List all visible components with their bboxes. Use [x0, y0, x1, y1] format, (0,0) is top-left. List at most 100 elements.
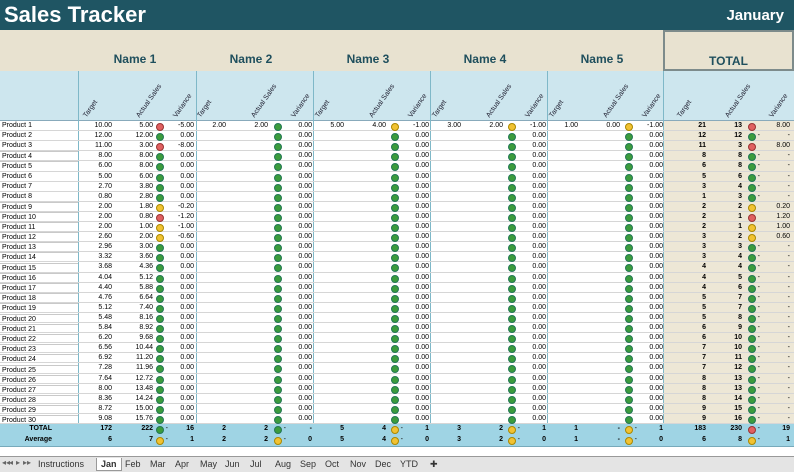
variance-cell: 0.00 — [180, 414, 194, 422]
product-label: Product 11 — [0, 222, 78, 234]
tab-jul[interactable]: Jul — [250, 459, 262, 469]
tab-jun[interactable]: Jun — [225, 459, 240, 469]
status-green-icon — [748, 395, 756, 404]
variance-cell: 0.00 — [532, 374, 546, 382]
variance-cell: 0.00 — [532, 334, 546, 342]
product-label: Product 15 — [0, 263, 78, 274]
target-cell: 6 — [702, 324, 706, 331]
variance-dash: - — [757, 293, 760, 301]
product-label: Product 22 — [0, 334, 78, 346]
status-green-icon — [508, 213, 516, 222]
table-row: 6.56 10.44 0.00 0.00 0.00 0.00 0.00 7 10 - - — [0, 343, 794, 354]
status-green-icon — [274, 284, 282, 293]
variance-cell: - — [787, 303, 790, 311]
target-cell: 8.36 — [98, 394, 112, 402]
status-green-icon — [156, 183, 164, 192]
status-green-icon — [748, 254, 756, 263]
status-green-icon — [391, 143, 399, 152]
summary-variance: 1 — [542, 425, 546, 432]
target-cell: 3.68 — [98, 263, 112, 271]
actual-cell: 6 — [738, 172, 742, 180]
variance-cell: 0.20 — [776, 202, 790, 210]
variance-cell: - — [787, 172, 790, 180]
variance-cell: - — [787, 344, 790, 352]
tab-dec[interactable]: Dec — [375, 459, 392, 469]
add-sheet-icon[interactable]: ✚ — [430, 459, 438, 469]
status-yellow-icon — [748, 203, 756, 212]
actual-cell: 1.80 — [139, 202, 153, 210]
variance-cell: 0.00 — [649, 132, 663, 140]
title-bar — [0, 0, 794, 30]
variance-cell: 0.00 — [180, 394, 194, 402]
variance-cell: 0.00 — [415, 152, 429, 160]
variance-cell: 0.00 — [532, 223, 546, 230]
target-cell: 5.00 — [330, 122, 344, 129]
product-label: Product 14 — [0, 253, 78, 264]
table-row: 6.00 8.00 0.00 0.00 0.00 0.00 0.00 6 8 - - — [0, 161, 794, 172]
tab-apr[interactable]: Apr — [175, 459, 190, 469]
variance-cell: 0.00 — [180, 344, 194, 352]
table-row: 5.00 6.00 0.00 0.00 0.00 0.00 0.00 5 6 - - — [0, 172, 794, 182]
tab-instructions[interactable]: Instructions — [38, 459, 85, 469]
summary-target: 6 — [108, 436, 112, 443]
variance-cell: 0.00 — [649, 324, 663, 331]
variance-cell: 0.00 — [649, 152, 663, 160]
status-green-icon — [748, 415, 756, 424]
status-green-icon — [625, 173, 633, 182]
variance-cell: 0.00 — [532, 283, 546, 291]
product-label: Product 9 — [0, 202, 78, 213]
variance-cell: 0.00 — [298, 414, 312, 422]
status-green-icon — [391, 355, 399, 364]
status-yellow-icon — [508, 123, 516, 131]
variance-cell: 0.00 — [649, 354, 663, 362]
status-green-icon — [274, 203, 282, 212]
tab-jan[interactable]: Jan — [96, 458, 122, 471]
status-green-icon — [391, 294, 399, 303]
variance-cell: 0.00 — [180, 324, 194, 331]
status-green-icon — [625, 133, 633, 142]
actual-cell: 3.80 — [139, 182, 153, 190]
status-green-icon — [274, 385, 282, 394]
status-green-icon — [156, 314, 164, 323]
tab-aug[interactable]: Aug — [275, 459, 292, 469]
status-green-icon — [625, 153, 633, 162]
tab-nav-button[interactable]: ◂ — [9, 458, 14, 467]
status-green-icon — [625, 345, 633, 354]
tab-nav-button[interactable]: ▸▸ — [23, 458, 32, 467]
actual-cell: 15 — [734, 404, 742, 412]
summary-target: 5 — [340, 436, 344, 443]
status-green-icon — [508, 335, 516, 344]
variance-cell: 0.00 — [649, 202, 663, 210]
status-green-icon — [274, 325, 282, 333]
tab-oct[interactable]: Oct — [325, 459, 340, 469]
status-yellow-icon — [156, 437, 164, 445]
actual-cell: 5.88 — [139, 283, 153, 291]
tab-nav-button[interactable]: ▸ — [16, 458, 21, 467]
table-row: 8.00 8.00 0.00 0.00 0.00 0.00 0.00 8 8 - - — [0, 151, 794, 162]
status-green-icon — [156, 375, 164, 384]
target-cell: 12.00 — [94, 132, 112, 140]
summary-actual: 8 — [738, 436, 742, 443]
actual-cell: 2.00 — [489, 122, 503, 129]
actual-cell: 3.00 — [139, 243, 153, 251]
tab-ytd[interactable]: YTD — [400, 459, 418, 469]
variance-cell: 0.00 — [180, 253, 194, 261]
status-green-icon — [625, 163, 633, 172]
status-red-icon — [156, 143, 164, 152]
status-green-icon — [391, 325, 399, 333]
tab-nav-button[interactable]: ◂◂ — [2, 458, 11, 467]
status-green-icon — [274, 213, 282, 222]
tab-sep[interactable]: Sep — [300, 459, 317, 469]
actual-cell: 10 — [734, 344, 742, 352]
status-green-icon — [625, 405, 633, 414]
tab-may[interactable]: May — [200, 459, 218, 469]
summary-target: 3 — [457, 436, 461, 443]
tab-nov[interactable]: Nov — [350, 459, 367, 469]
tab-feb[interactable]: Feb — [125, 459, 141, 469]
status-green-icon — [391, 405, 399, 414]
tab-mar[interactable]: Mar — [150, 459, 166, 469]
status-green-icon — [156, 385, 164, 394]
actual-cell: 13 — [734, 122, 742, 129]
summary-actual: 2 — [499, 436, 503, 443]
actual-cell: 6.64 — [139, 293, 153, 301]
